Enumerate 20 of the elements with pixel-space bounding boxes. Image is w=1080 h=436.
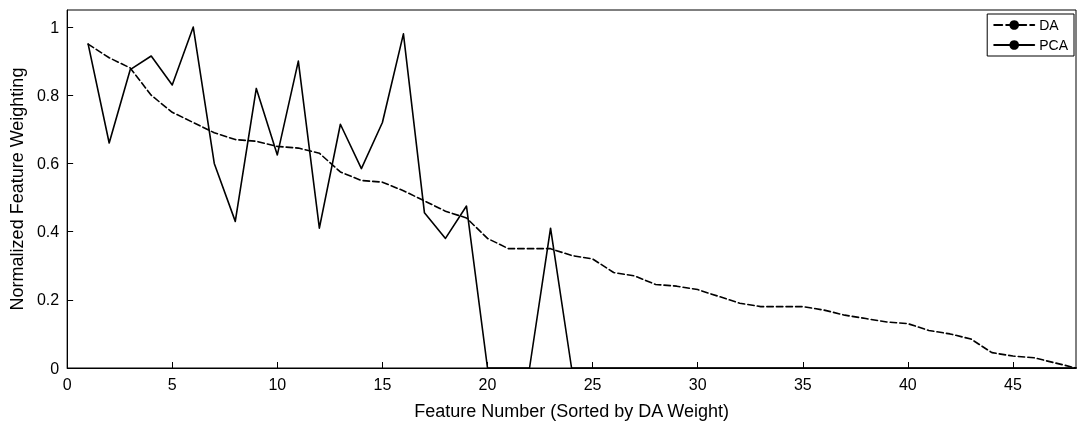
- legend-label: PCA: [1039, 37, 1069, 53]
- y-tick-label: 0.2: [36, 291, 60, 309]
- x-tick-label: 40: [898, 375, 917, 393]
- x-tick-label: 20: [478, 375, 497, 393]
- x-tick-label: 30: [688, 375, 707, 393]
- x-tick-label: 0: [62, 375, 72, 393]
- y-tick-label: 0.6: [36, 154, 60, 172]
- x-tick-label: 15: [373, 375, 392, 393]
- y-tick-label: 0.4: [36, 223, 60, 241]
- x-tick-label: 5: [167, 375, 177, 393]
- legend-label: DA: [1039, 17, 1060, 33]
- y-tick-label: 0.8: [36, 86, 60, 104]
- x-axis-title: Feature Number (Sorted by DA Weight): [414, 401, 729, 421]
- x-tick-label: 35: [793, 375, 812, 393]
- x-tick-label: 25: [583, 375, 602, 393]
- y-tick-label: 1: [50, 18, 60, 36]
- y-tick-label: 0: [50, 359, 60, 377]
- y-axis-title: Normalized Feature Weighting: [7, 67, 27, 311]
- x-tick-label: 10: [268, 375, 287, 393]
- x-tick-label: 45: [1004, 375, 1022, 393]
